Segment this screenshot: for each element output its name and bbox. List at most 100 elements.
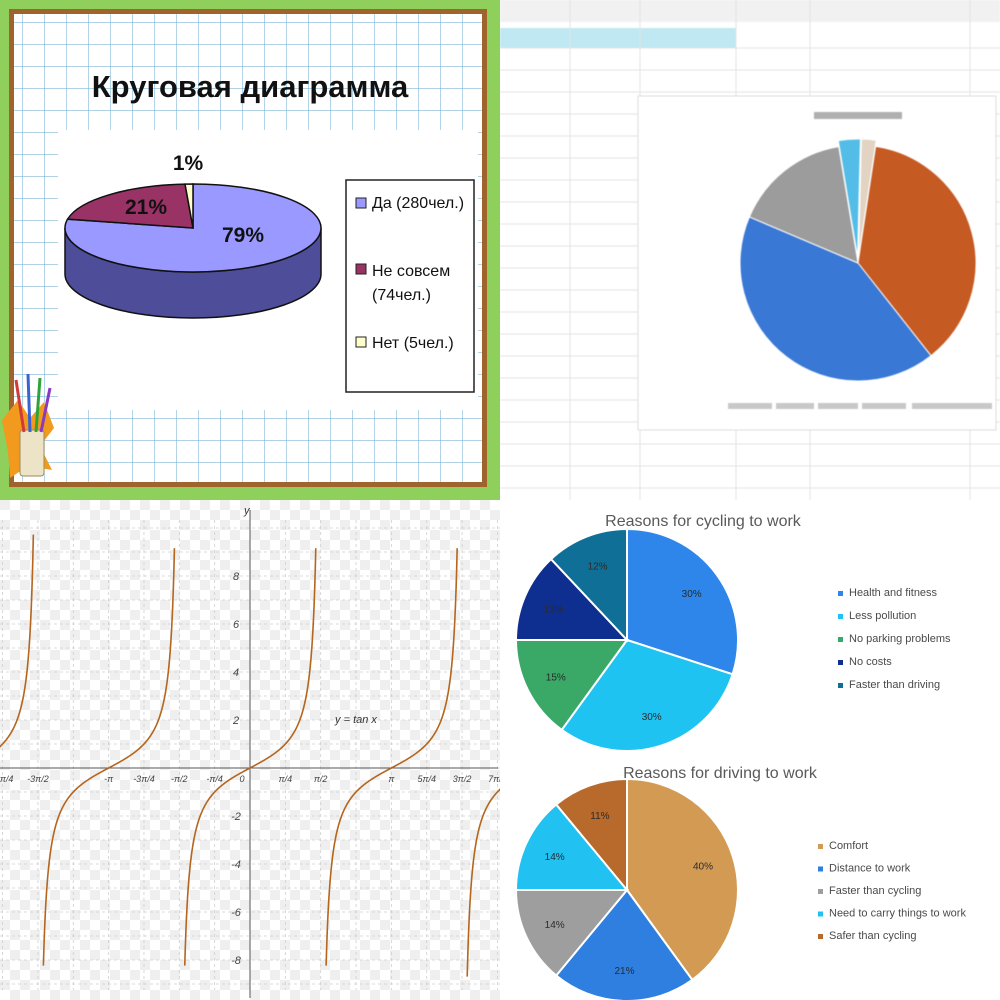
legend-item-faster-than-driving: Faster than driving bbox=[849, 679, 940, 691]
y-tick-label: 2 bbox=[232, 715, 239, 727]
chart-title: Круговая диаграмма bbox=[92, 69, 409, 104]
function-label: y = tan x bbox=[334, 714, 377, 726]
cycling-pie: 30% 30% 15% 13% 12% bbox=[514, 527, 739, 752]
russian-pie-chart: Круговая диаграмма 79% 21% 1% Да (280чел… bbox=[2, 9, 487, 487]
cycling-legend: Health and fitness Less pollution No parki… bbox=[838, 587, 951, 691]
pie-slice-no-costs bbox=[514, 557, 630, 641]
legend-swatch-distance-to-work bbox=[818, 866, 823, 872]
pie-slice-1 bbox=[739, 216, 932, 382]
data-label-safer-than-cycling: 11% bbox=[590, 811, 609, 822]
pie-slice-safer-than-cycling bbox=[554, 777, 628, 893]
legend-swatch-faster-than-cycling bbox=[818, 889, 823, 894]
spreadsheet-pie-chart bbox=[500, 0, 1000, 500]
data-label-faster-than-driving: 12% bbox=[588, 562, 608, 573]
legend-item-no-parking-problems: No parking problems bbox=[849, 633, 951, 645]
panel-russian-pie: Круговая диаграмма 79% 21% 1% Да (280чел… bbox=[0, 0, 500, 500]
pie-slice-0 bbox=[857, 145, 977, 357]
paint-brushes-icon bbox=[2, 373, 54, 478]
legend-swatch-no-parking-problems bbox=[838, 637, 843, 642]
legend-item-no: Нет (5чел.) bbox=[372, 335, 454, 352]
y-tick-label: 4 bbox=[233, 667, 239, 679]
x-tick-label: -7π/4 bbox=[0, 774, 13, 784]
pie-slice-4 bbox=[858, 138, 877, 258]
x-tick-label: π/2 bbox=[314, 774, 328, 784]
y-tick-label: 6 bbox=[233, 619, 240, 631]
y-axis-label: y bbox=[243, 505, 251, 517]
legend-item-less-pollution: Less pollution bbox=[849, 610, 916, 622]
pie-slice-0 bbox=[64, 183, 322, 273]
legend-swatch-no bbox=[355, 336, 367, 348]
tangent-curves bbox=[0, 534, 500, 977]
legend-item-not-quite: Не совсем (74чел.) bbox=[372, 263, 450, 304]
driving-pie: 40% 21% 14% 14% 11% bbox=[514, 777, 739, 1000]
y-tick-label: -6 bbox=[231, 907, 242, 919]
pie-slice-no-parking-problems bbox=[514, 639, 629, 732]
x-tick-label: π/4 bbox=[279, 774, 293, 784]
x-tick-label: π bbox=[388, 774, 395, 784]
x-tick-label: -3π/2 bbox=[27, 774, 49, 784]
tan-branch-5 bbox=[466, 788, 500, 977]
cycling-chart-title: Reasons for cycling to work bbox=[605, 513, 802, 530]
tan-branch-2 bbox=[42, 548, 176, 966]
x-tick-label: 3π/2 bbox=[453, 774, 472, 784]
data-label-comfort: 40% bbox=[693, 861, 713, 872]
x-tick-label: -π/4 bbox=[206, 774, 223, 784]
legend: Да (280чел.) Не совсем (74чел.) Нет (5чел… bbox=[345, 179, 475, 393]
panel-commute-pies: Reasons for cycling to work 30% 30% 15% 13%… bbox=[500, 500, 1000, 1000]
data-label-not-quite: 21% bbox=[125, 196, 167, 219]
y-tick-label: -8 bbox=[231, 955, 242, 967]
legend-swatch-less-pollution bbox=[838, 614, 843, 619]
tan-branch-1 bbox=[0, 534, 35, 748]
pie-slice-2 bbox=[184, 183, 194, 229]
x-tick-label: -π/2 bbox=[171, 774, 188, 784]
pie-3d bbox=[64, 183, 322, 319]
x-tick-label: -3π/4 bbox=[133, 774, 155, 784]
pie-slice-faster-than-driving bbox=[549, 527, 628, 643]
legend-swatch-faster-than-driving bbox=[838, 683, 843, 688]
x-tick-label: 0 bbox=[239, 774, 244, 784]
pie-slice-3 bbox=[837, 138, 861, 258]
y-tick-label: -2 bbox=[231, 811, 241, 823]
data-label-distance-to-work: 21% bbox=[614, 966, 634, 977]
legend-item-comfort: Comfort bbox=[829, 840, 868, 852]
y-tick-label: 8 bbox=[233, 571, 240, 583]
x-tick-label: -π bbox=[104, 774, 114, 784]
commute-pie-charts: Reasons for cycling to work 30% 30% 15% 13%… bbox=[514, 513, 966, 1000]
pie-slice-less-pollution bbox=[560, 638, 734, 752]
driving-legend: Comfort Distance to work Faster than cycli… bbox=[818, 840, 966, 942]
legend-placeholder bbox=[728, 403, 992, 409]
data-label-no-parking-problems: 15% bbox=[546, 672, 566, 683]
x-tick-label: 5π/4 bbox=[417, 774, 436, 784]
driving-chart-title: Reasons for driving to work bbox=[623, 765, 818, 782]
legend-swatch-not-quite bbox=[355, 263, 367, 275]
x-tick-label: 7π/4 bbox=[488, 774, 500, 784]
pie-slice-distance-to-work bbox=[554, 888, 694, 1000]
pie-slices bbox=[739, 138, 977, 382]
legend-item-yes: Да (280чел.) bbox=[372, 195, 464, 212]
legend-swatch-yes bbox=[355, 197, 367, 209]
tick-labels: 8642-2-4-6-8-2π-7π/4-3π/2-π-3π/4-π/2-π/4… bbox=[0, 571, 500, 967]
legend-item-safer-than-cycling: Safer than cycling bbox=[829, 930, 916, 942]
data-label-yes: 79% bbox=[222, 224, 264, 247]
pie-slice-faster-than-cycling bbox=[514, 889, 630, 977]
legend-swatch-comfort bbox=[818, 844, 823, 849]
grid-lines bbox=[0, 520, 500, 990]
tan-branch-3 bbox=[183, 548, 317, 966]
pie-slice-1 bbox=[66, 183, 194, 229]
legend-item-no-costs: No costs bbox=[849, 656, 892, 668]
pie-slice-health-and-fitness bbox=[626, 527, 739, 676]
pie-slice-comfort bbox=[626, 777, 739, 982]
pie-slice-2 bbox=[748, 146, 859, 264]
data-label-need-to-carry-things-to-work: 14% bbox=[545, 852, 565, 863]
data-label-health-and-fitness: 30% bbox=[682, 589, 702, 600]
data-label-no: 1% bbox=[173, 152, 204, 175]
tangent-line-chart: 8642-2-4-6-8-2π-7π/4-3π/2-π-3π/4-π/2-π/4… bbox=[0, 500, 500, 1000]
data-label-faster-than-cycling: 14% bbox=[545, 920, 565, 931]
legend-swatch-health-and-fitness bbox=[838, 591, 843, 596]
legend-swatch-safer-than-cycling bbox=[818, 934, 823, 939]
y-tick-label: -4 bbox=[231, 859, 241, 871]
panel-spreadsheet-pie bbox=[500, 0, 1000, 500]
legend-swatch-no-costs bbox=[838, 660, 843, 665]
legend-item-need-to-carry-things-to-work: Need to carry things to work bbox=[829, 908, 966, 920]
legend-swatch-need-to-carry-things-to-work bbox=[818, 911, 823, 917]
